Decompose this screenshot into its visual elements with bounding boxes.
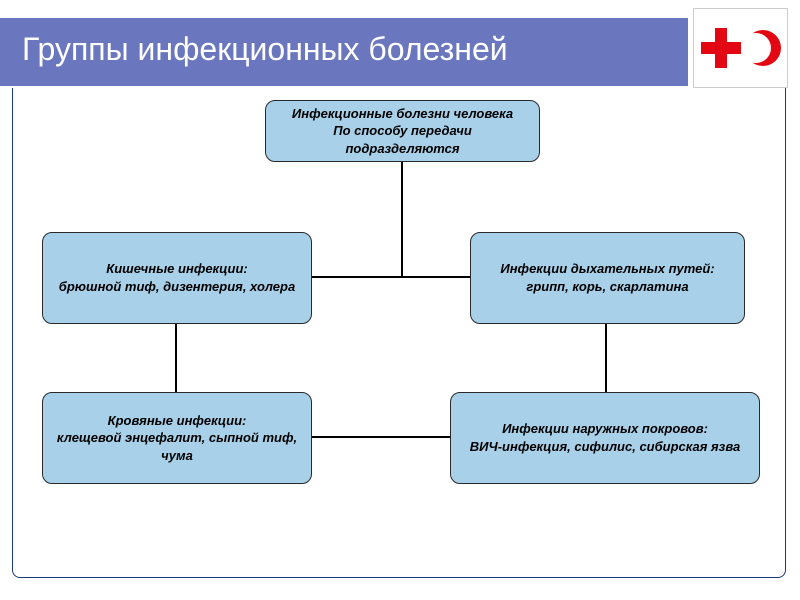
title-bar: Группы инфекционных болезней: [0, 18, 688, 80]
diagram-area: Инфекционные болезни человека По способу…: [0, 92, 800, 597]
node-intestinal: Кишечные инфекции: брюшной тиф, дизентер…: [42, 232, 312, 324]
node-text: брюшной тиф, дизентерия, холера: [59, 278, 295, 296]
node-text: ВИЧ-инфекция, сифилис, сибирская язва: [470, 438, 740, 456]
node-text: Кровяные инфекции:: [108, 412, 247, 430]
node-text: грипп, корь, скарлатина: [526, 278, 688, 296]
node-blood: Кровяные инфекции: клещевой энцефалит, с…: [42, 392, 312, 484]
node-external: Инфекции наружных покровов: ВИЧ-инфекция…: [450, 392, 760, 484]
connector: [312, 436, 452, 438]
connector: [312, 276, 472, 278]
node-text: Кишечные инфекции:: [106, 260, 248, 278]
title-underline: [0, 80, 688, 86]
connector: [175, 324, 177, 392]
node-text: чума: [161, 447, 193, 465]
node-respiratory: Инфекции дыхательных путей: грипп, корь,…: [470, 232, 745, 324]
node-text: клещевой энцефалит, сыпной тиф,: [57, 429, 297, 447]
node-text: По способу передачи подразделяются: [276, 122, 529, 157]
red-cross-crescent-logo: [693, 8, 788, 88]
node-text: Инфекционные болезни человека: [292, 105, 513, 123]
connector: [605, 324, 607, 392]
node-text: Инфекции наружных покровов:: [502, 420, 708, 438]
node-text: Инфекции дыхательных путей:: [500, 260, 714, 278]
page-title: Группы инфекционных болезней: [22, 31, 508, 68]
red-crescent-icon: [745, 30, 781, 66]
root-node: Инфекционные болезни человека По способу…: [265, 100, 540, 162]
connector: [401, 162, 403, 277]
red-cross-icon: [701, 28, 741, 68]
